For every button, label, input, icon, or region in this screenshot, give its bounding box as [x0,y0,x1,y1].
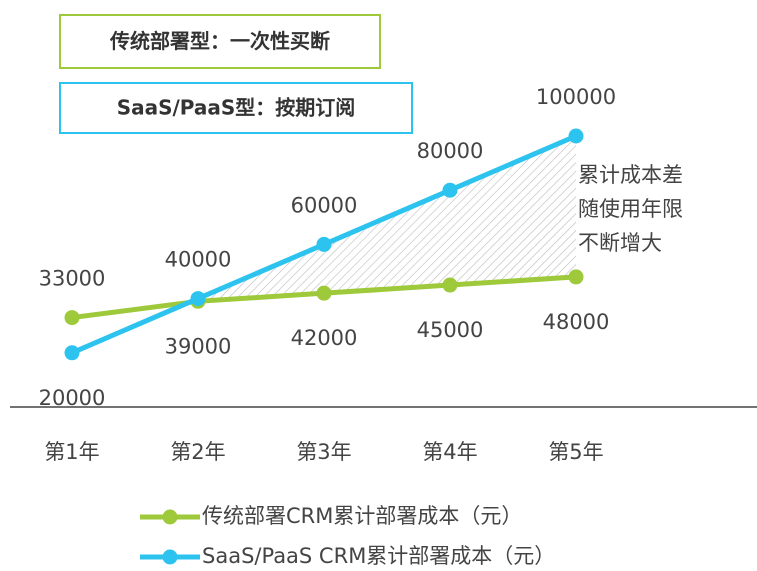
point [190,291,206,307]
annotation: 不断增大 [578,231,662,255]
data-label: 60000 [291,193,358,217]
annotation: 随使用年限 [578,197,683,221]
legend-marker [162,509,178,525]
data-label: 100000 [536,85,616,109]
x-tick-label: 第3年 [296,440,351,464]
legend-marker [162,549,178,565]
annotation: 累计成本差 [578,163,683,187]
data-label: 33000 [39,267,106,291]
x-tick-label: 第4年 [422,440,477,464]
point [316,285,332,301]
point [64,310,80,326]
point [64,345,80,361]
point [568,269,584,285]
data-label: 20000 [39,386,106,410]
point [442,277,458,293]
box-text: 传统部署型：一次性买断 [109,29,330,53]
x-tick-label: 第2年 [170,440,225,464]
x-tick-label: 第1年 [44,440,99,464]
data-label: 80000 [417,139,484,163]
x-tick-label: 第5年 [548,440,603,464]
legend-label: 传统部署CRM累计部署成本（元） [202,504,522,528]
label-box [59,82,413,134]
box-text: SaaS/PaaS型：按期订阅 [117,96,356,120]
point [568,128,584,144]
data-label: 45000 [417,318,484,342]
data-label: 39000 [165,334,232,358]
label-box [59,14,381,69]
legend-label: SaaS/PaaS CRM累计部署成本（元） [202,544,555,568]
data-label: 42000 [291,326,358,350]
data-label: 48000 [543,310,610,334]
point [442,182,458,198]
data-label: 40000 [165,248,232,272]
point [316,236,332,252]
